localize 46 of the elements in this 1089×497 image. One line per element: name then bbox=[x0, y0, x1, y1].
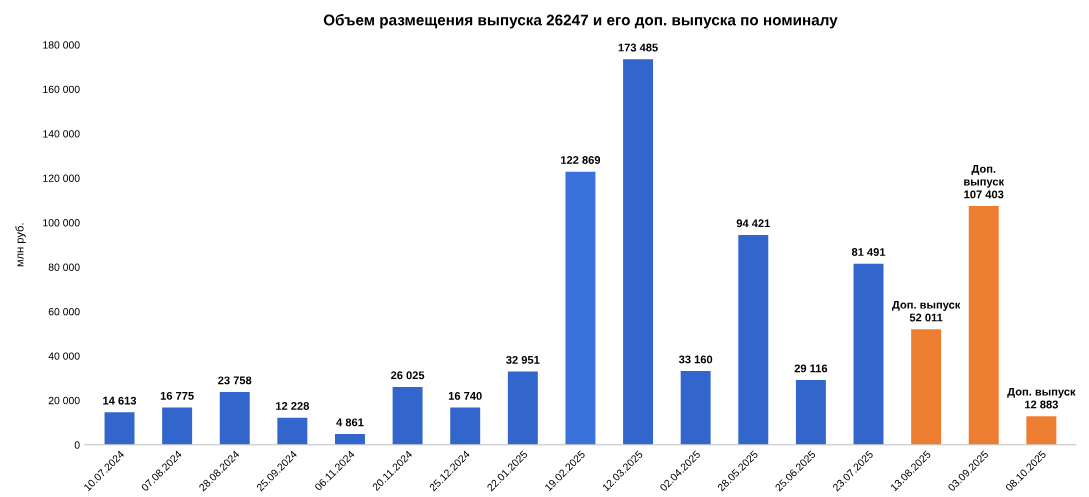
bar bbox=[795, 380, 826, 445]
y-tick-label: 0 bbox=[74, 441, 80, 449]
bar bbox=[392, 386, 423, 445]
bar bbox=[968, 206, 999, 445]
bar bbox=[680, 371, 711, 445]
data-label: 94 421 bbox=[736, 219, 770, 228]
data-label: 81 491 bbox=[851, 248, 886, 256]
bar bbox=[104, 412, 135, 445]
y-tick-label: 20 000 bbox=[48, 396, 80, 405]
data-label: 29 116 bbox=[794, 364, 828, 373]
y-tick-label: 40 000 bbox=[48, 352, 80, 360]
y-tick-label: 140 000 bbox=[43, 130, 80, 138]
bar bbox=[507, 371, 538, 445]
y-tick-label: 180 000 bbox=[43, 41, 80, 49]
bar bbox=[334, 434, 365, 445]
y-tick-label: 100 000 bbox=[43, 219, 80, 227]
data-label: 173 485 bbox=[618, 43, 658, 52]
y-tick-label: 120 000 bbox=[43, 174, 80, 182]
bar bbox=[738, 234, 769, 445]
data-label: 26 025 bbox=[390, 371, 425, 380]
bar bbox=[853, 263, 884, 445]
data-label: Доп. выпуск 12 883 bbox=[1007, 387, 1076, 409]
bar bbox=[219, 392, 250, 445]
bar bbox=[911, 329, 942, 445]
data-label: 4 861 bbox=[336, 418, 364, 427]
y-tick-label: 80 000 bbox=[48, 263, 80, 271]
bar bbox=[450, 407, 481, 445]
bar bbox=[623, 59, 654, 445]
data-label: Доп. выпуск 107 403 bbox=[964, 165, 1005, 199]
bar bbox=[565, 171, 596, 445]
data-label: 122 869 bbox=[561, 156, 601, 164]
data-label: 12 228 bbox=[276, 402, 310, 410]
data-label: 23 758 bbox=[218, 376, 252, 385]
data-label: 32 951 bbox=[506, 355, 540, 364]
y-tick-label: 60 000 bbox=[48, 307, 80, 316]
bar bbox=[1026, 416, 1057, 445]
chart-title: Объем размещения выпуска 26247 и его доп. выпуска по номиналу bbox=[323, 14, 838, 29]
data-label: 16 775 bbox=[160, 391, 194, 400]
y-tick-label: 160 000 bbox=[43, 85, 80, 94]
data-label: 16 740 bbox=[448, 391, 482, 400]
data-label: 33 160 bbox=[678, 355, 713, 364]
data-label: 14 613 bbox=[103, 396, 137, 405]
y-axis-title: млн руб. bbox=[15, 223, 26, 267]
bar bbox=[162, 407, 193, 445]
bar bbox=[277, 417, 308, 445]
data-label: Доп. выпуск 52 011 bbox=[892, 300, 961, 322]
